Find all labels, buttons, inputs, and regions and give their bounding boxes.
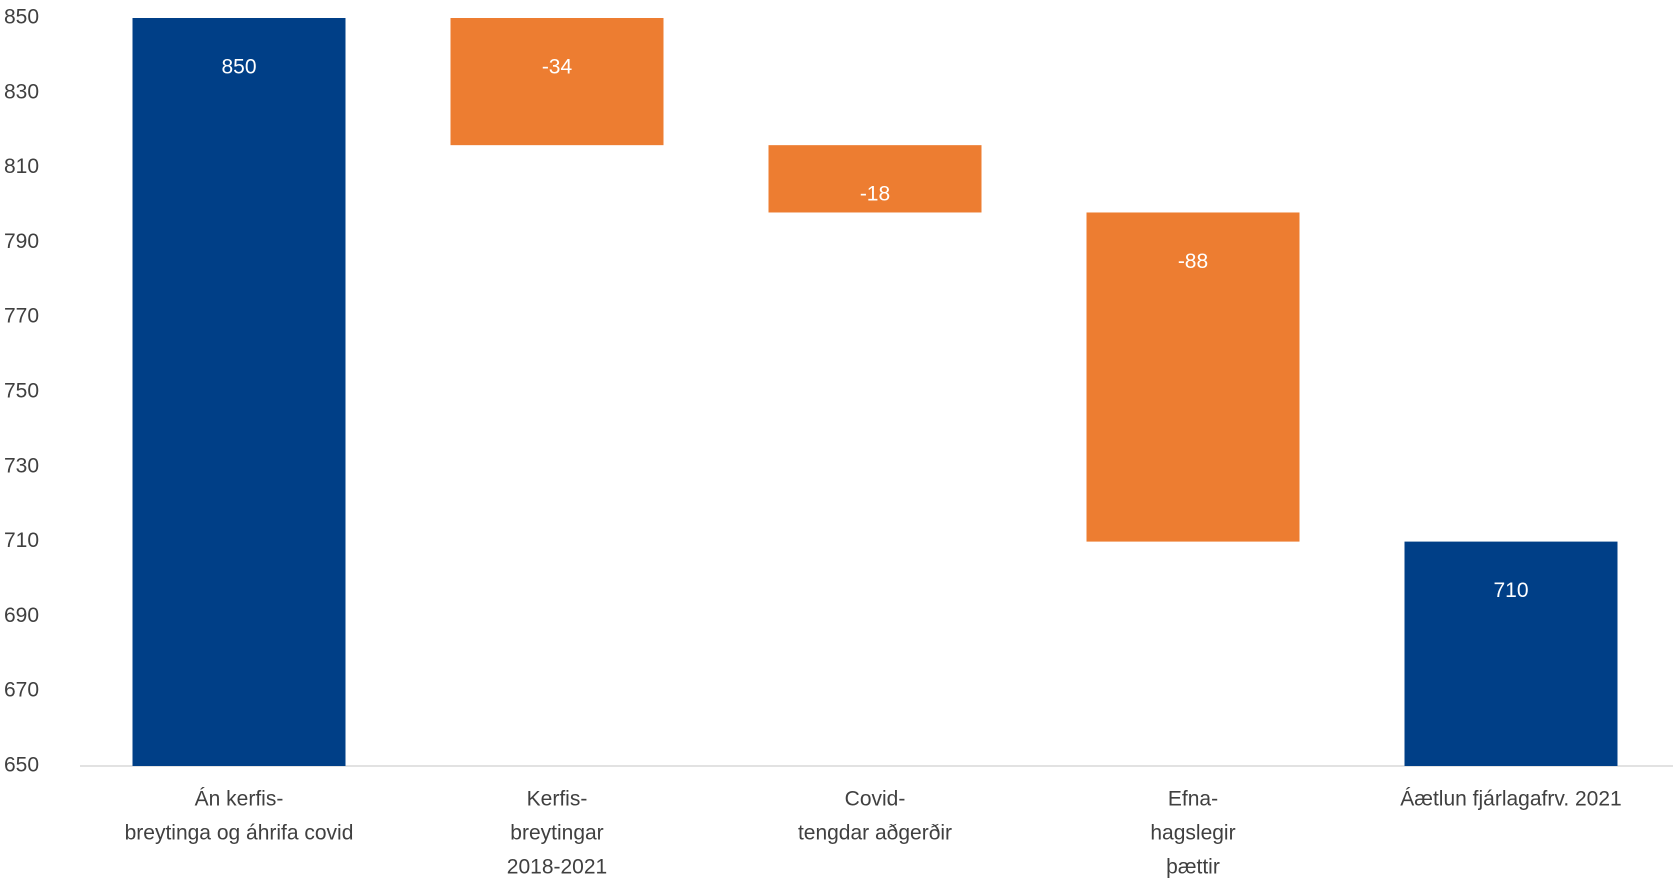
x-tick-label: Áætlun fjárlagafrv. 2021 bbox=[1400, 788, 1621, 811]
x-tick-label: Efna- bbox=[1168, 788, 1218, 811]
value-label: 710 bbox=[1493, 579, 1528, 602]
value-label: -18 bbox=[860, 183, 890, 206]
x-tick-label: Án kerfis- bbox=[195, 788, 284, 811]
y-tick-label: 730 bbox=[4, 454, 39, 477]
bar bbox=[1404, 541, 1618, 766]
x-tick-label: Kerfis- bbox=[527, 788, 588, 811]
x-tick-label: Covid- bbox=[845, 788, 906, 811]
x-tick-label: breytingar bbox=[510, 822, 603, 845]
y-tick-label: 850 bbox=[4, 6, 39, 29]
bar bbox=[768, 145, 982, 213]
y-tick-label: 770 bbox=[4, 305, 39, 328]
y-tick-label: 790 bbox=[4, 230, 39, 253]
value-label: -88 bbox=[1178, 250, 1208, 273]
x-tick-label: þættir bbox=[1166, 856, 1220, 879]
y-tick-label: 830 bbox=[4, 80, 39, 103]
bar bbox=[450, 18, 664, 146]
x-tick-label: 2018-2021 bbox=[507, 856, 607, 879]
value-label: -34 bbox=[542, 56, 573, 79]
x-tick-label: hagslegir bbox=[1150, 822, 1235, 845]
y-tick-label: 670 bbox=[4, 679, 39, 702]
y-tick-label: 810 bbox=[4, 155, 39, 178]
y-tick-label: 750 bbox=[4, 380, 39, 403]
bar bbox=[1086, 212, 1300, 542]
y-tick-label: 710 bbox=[4, 529, 39, 552]
y-tick-label: 650 bbox=[4, 754, 39, 777]
y-tick-label: 690 bbox=[4, 604, 39, 627]
bar bbox=[132, 18, 346, 766]
value-label: 850 bbox=[221, 56, 256, 79]
x-tick-label: breytinga og áhrifa covid bbox=[125, 822, 354, 845]
x-tick-label: tengdar aðgerðir bbox=[798, 822, 952, 845]
